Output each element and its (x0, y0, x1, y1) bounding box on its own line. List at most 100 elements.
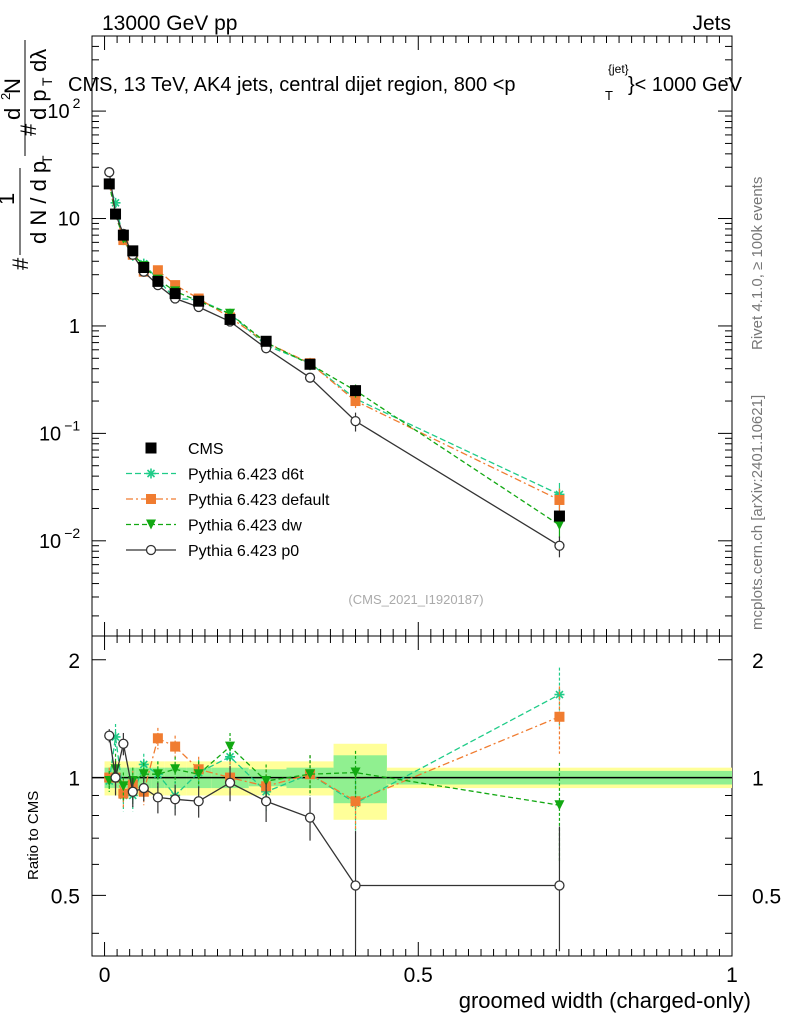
marker-square (350, 385, 362, 397)
marker-square (146, 494, 156, 504)
ratio-tick-label-right: 2 (752, 650, 764, 673)
marker-circle (554, 540, 565, 551)
series-line (108, 172, 560, 547)
ratio-tick-label: 0.5 (51, 885, 80, 908)
series-line (108, 183, 560, 501)
marker-square (127, 245, 139, 257)
marker-square (117, 229, 129, 241)
y-tick-label: 10 (39, 531, 61, 553)
svg-text:dλ: dλ (26, 49, 51, 72)
band-inner (333, 755, 387, 804)
marker-star (110, 731, 121, 742)
ratio-plot-frame (91, 635, 733, 957)
series-line (108, 183, 560, 496)
marker-triangle (152, 769, 163, 780)
svg-text:d p: d p (26, 89, 51, 120)
legend-entry: CMS (145, 441, 224, 458)
marker-circle (127, 786, 138, 797)
ratio-tick-label-right: 0.5 (752, 885, 781, 908)
marker-triangle (193, 769, 204, 780)
marker-triangle (305, 769, 316, 780)
title-sub: T (605, 88, 613, 103)
svg-text:T: T (39, 155, 55, 164)
legend-label: CMS (188, 441, 224, 458)
rivet-label: Rivet 4.1.0, ≥ 100k events (749, 177, 766, 350)
series-cms-data (103, 178, 565, 522)
y-tick-exponent: −1 (64, 417, 80, 433)
x-axis-label: groomed width (charged-only) (459, 988, 751, 1013)
marker-square (170, 741, 181, 752)
marker-square (260, 335, 272, 347)
marker-circle (138, 782, 149, 794)
marker-triangle (225, 741, 236, 752)
marker-square (103, 178, 115, 190)
y-tick-label: 10 (47, 101, 69, 123)
legend-entry: Pythia 6.423 default (126, 492, 330, 509)
legend-entry: Pythia 6.423 d6t (126, 467, 304, 484)
marker-star (225, 751, 236, 762)
marker-circle (145, 544, 157, 556)
marker-triangle (554, 520, 565, 531)
series-layer (103, 167, 565, 952)
marker-circle (350, 415, 361, 427)
marker-square (554, 494, 565, 505)
marker-circle (304, 812, 316, 823)
marker-square (193, 295, 205, 307)
title-end: }< 1000 GeV (628, 74, 743, 96)
x-tick-label: 1 (726, 964, 738, 987)
series-pythia-6-423-default (104, 178, 565, 832)
marker-circle (554, 880, 565, 891)
marker-square (138, 262, 150, 274)
svg-text:N: N (0, 78, 25, 94)
title-sup: {jet} (608, 62, 629, 76)
marker-star (146, 468, 156, 479)
legend-entry: Pythia 6.423 p0 (126, 543, 299, 560)
marker-circle (110, 772, 121, 783)
marker-triangle (146, 519, 156, 530)
energy-label: 13000 GeV pp (102, 12, 237, 35)
marker-circle (152, 792, 164, 803)
marker-star (554, 689, 565, 700)
svg-text:#: # (8, 257, 33, 270)
marker-square (224, 313, 236, 325)
svg-text:#: # (16, 123, 41, 136)
legend-label: Pythia 6.423 default (188, 492, 330, 509)
jets-label: Jets (692, 12, 731, 35)
marker-circle (304, 372, 316, 383)
y-tick-label: 10 (39, 423, 61, 445)
marker-square (170, 280, 181, 291)
marker-square (350, 796, 361, 807)
ratio-tick-label: 1 (68, 768, 80, 791)
marker-triangle (350, 767, 361, 778)
marker-square (152, 265, 163, 276)
marker-circle (104, 730, 115, 741)
legend-label: Pythia 6.423 d6t (188, 467, 304, 484)
marker-square (553, 510, 565, 522)
marker-square (350, 396, 361, 407)
marker-circle (118, 738, 129, 749)
svg-text:d N / d p: d N / d p (26, 161, 51, 244)
marker-triangle (138, 769, 149, 780)
marker-circle (260, 796, 272, 807)
marker-circle (224, 777, 236, 788)
uncertainty-bands (92, 743, 732, 820)
x-tick-label: 0 (99, 964, 111, 987)
plot-title: CMS, 13 TeV, AK4 jets, central dijet reg… (68, 62, 743, 103)
marker-triangle (261, 775, 272, 786)
marker-triangle (118, 781, 129, 792)
svg-text:d: d (0, 108, 25, 120)
y-axis-label: # 1 d N / d p T # d 2 N d p T dλ (0, 40, 55, 270)
legend-label: Pythia 6.423 p0 (188, 543, 299, 560)
ratio-tick-label-right: 1 (752, 768, 764, 791)
ratio-tick-label: 2 (68, 650, 80, 673)
x-tick-label: 0.5 (404, 964, 433, 987)
marker-square (145, 442, 157, 454)
marker-circle (169, 794, 181, 805)
y-tick-label: 10 (58, 209, 80, 231)
marker-circle (350, 880, 361, 891)
svg-text:2: 2 (0, 93, 13, 100)
marker-triangle (225, 308, 236, 319)
y-tick-label: 1 (69, 316, 80, 338)
marker-square (152, 733, 163, 744)
